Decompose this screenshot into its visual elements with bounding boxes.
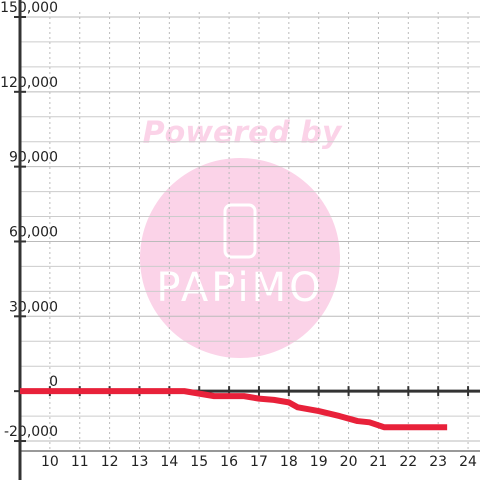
watermark-text: Powered by [143, 116, 343, 151]
y-tick-label: 30,000 [9, 299, 58, 315]
x-tick-label: 15 [190, 454, 208, 470]
x-tick-label: 13 [131, 454, 149, 470]
x-tick-label: 11 [71, 454, 89, 470]
x-tick-label: 19 [310, 454, 328, 470]
watermark-text: PAPiMO [156, 265, 323, 311]
x-tick-label: 14 [160, 454, 178, 470]
y-tick-label: -20,000 [4, 424, 58, 440]
line [20, 388, 448, 431]
x-tick-label: 20 [340, 454, 358, 470]
watermark-icon [223, 203, 257, 259]
y-tick-label: 0 [49, 374, 58, 390]
y-tick-label: 90,000 [9, 150, 58, 166]
x-tick-label: 23 [429, 454, 447, 470]
y-tick-label: 60,000 [9, 224, 58, 240]
x-tick-label: 18 [280, 454, 298, 470]
x-tick-label: 21 [370, 454, 388, 470]
x-tick-label: 16 [220, 454, 238, 470]
y-tick-label: 120,000 [0, 75, 58, 91]
y-tick-label: 150,000 [0, 0, 58, 16]
x-tick-label: 22 [399, 454, 417, 470]
x-tick-label: 12 [101, 454, 119, 470]
x-tick-label: 10 [41, 454, 59, 470]
x-tick-label: 24 [459, 454, 477, 470]
x-tick-label: 17 [250, 454, 268, 470]
